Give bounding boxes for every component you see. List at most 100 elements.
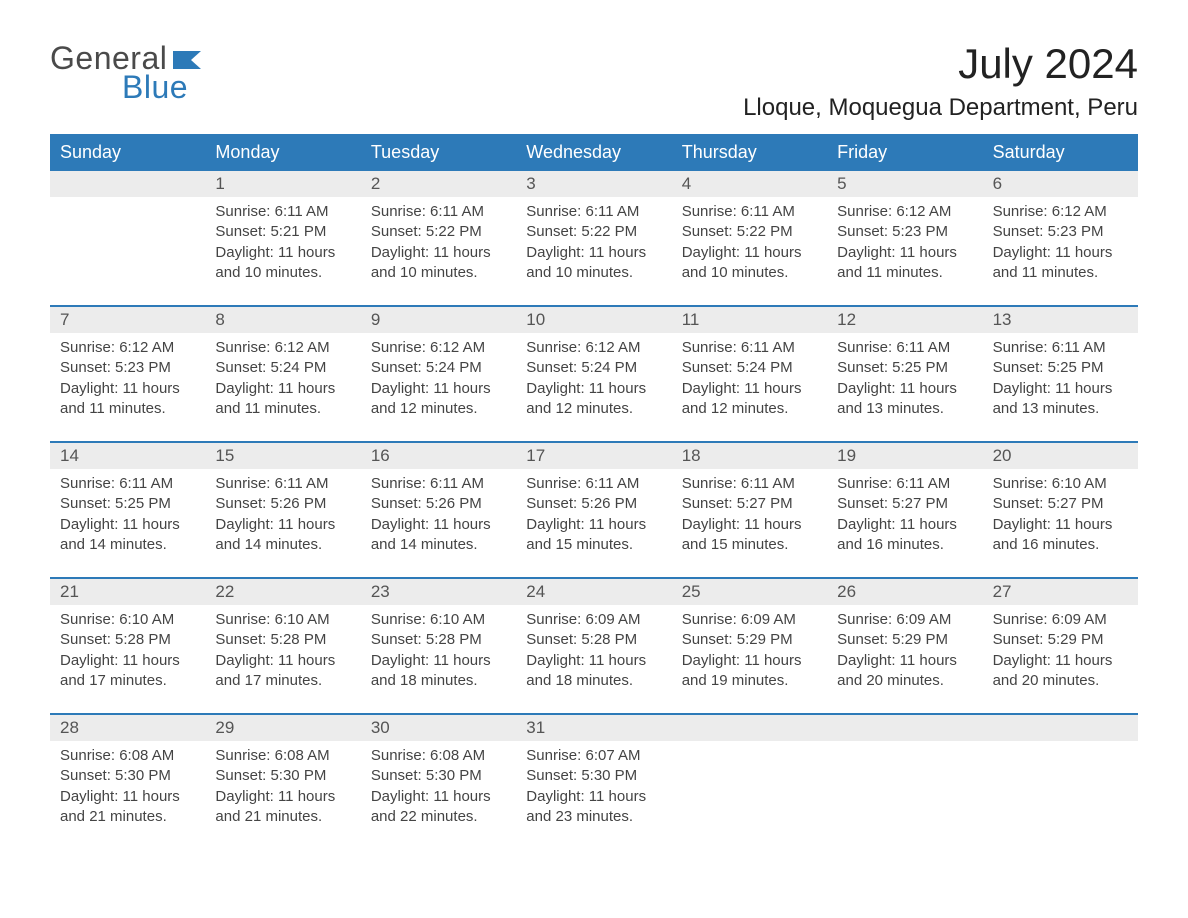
daynum-row: 10	[516, 307, 671, 333]
sunrise-text: Sunrise: 6:09 AM	[682, 610, 817, 630]
sunrise-text: Sunrise: 6:10 AM	[60, 610, 195, 630]
day-header-tue: Tuesday	[361, 134, 516, 171]
daylight-text: Daylight: 11 hours and 20 minutes.	[837, 651, 972, 692]
calendar-cell: 26Sunrise: 6:09 AMSunset: 5:29 PMDayligh…	[827, 579, 982, 713]
day-body: Sunrise: 6:11 AMSunset: 5:24 PMDaylight:…	[672, 333, 827, 441]
title-block: July 2024 Lloque, Moquegua Department, P…	[743, 40, 1138, 122]
daylight-text: Daylight: 11 hours and 18 minutes.	[371, 651, 506, 692]
calendar-cell: 4Sunrise: 6:11 AMSunset: 5:22 PMDaylight…	[672, 171, 827, 305]
day-body: Sunrise: 6:10 AMSunset: 5:28 PMDaylight:…	[50, 605, 205, 713]
location-text: Lloque, Moquegua Department, Peru	[743, 94, 1138, 122]
daylight-text: Daylight: 11 hours and 12 minutes.	[371, 379, 506, 420]
daynum-row: 2	[361, 171, 516, 197]
daynum-row: 23	[361, 579, 516, 605]
sunset-text: Sunset: 5:24 PM	[371, 358, 506, 378]
calendar-week: 1 Sunrise: 6:11 AMSunset: 5:21 PMDaylight…	[50, 171, 1138, 305]
sunrise-text: Sunrise: 6:12 AM	[526, 338, 661, 358]
day-body: Sunrise: 6:12 AMSunset: 5:23 PMDaylight:…	[983, 197, 1138, 305]
calendar-week: 21 Sunrise: 6:10 AMSunset: 5:28 PMDayligh…	[50, 577, 1138, 713]
day-body: Sunrise: 6:08 AMSunset: 5:30 PMDaylight:…	[361, 741, 516, 849]
day-number: 11	[682, 310, 700, 329]
day-body: Sunrise: 6:10 AMSunset: 5:28 PMDaylight:…	[361, 605, 516, 713]
calendar-cell: 27Sunrise: 6:09 AMSunset: 5:29 PMDayligh…	[983, 579, 1138, 713]
sunset-text: Sunset: 5:30 PM	[526, 766, 661, 786]
calendar-cell: 28Sunrise: 6:08 AMSunset: 5:30 PMDayligh…	[50, 715, 205, 849]
page-header: General Blue July 2024 Lloque, Moquegua …	[50, 40, 1138, 122]
day-number: 21	[60, 582, 79, 601]
day-body: Sunrise: 6:10 AMSunset: 5:28 PMDaylight:…	[205, 605, 360, 713]
day-number: 12	[837, 310, 856, 329]
logo-text-blue: Blue	[122, 69, 188, 106]
calendar-cell: 19Sunrise: 6:11 AMSunset: 5:27 PMDayligh…	[827, 443, 982, 577]
calendar-cell: 6Sunrise: 6:12 AMSunset: 5:23 PMDaylight…	[983, 171, 1138, 305]
day-body	[50, 197, 205, 224]
sunrise-text: Sunrise: 6:09 AM	[526, 610, 661, 630]
day-number: 20	[993, 446, 1012, 465]
sunset-text: Sunset: 5:24 PM	[682, 358, 817, 378]
daynum-row: 22	[205, 579, 360, 605]
day-body	[827, 741, 982, 768]
daylight-text: Daylight: 11 hours and 13 minutes.	[837, 379, 972, 420]
daynum-row: 31	[516, 715, 671, 741]
calendar-cell: 21 Sunrise: 6:10 AMSunset: 5:28 PMDayligh…	[50, 579, 205, 713]
daylight-text: Daylight: 11 hours and 11 minutes.	[215, 379, 350, 420]
day-body: Sunrise: 6:11 AMSunset: 5:26 PMDaylight:…	[516, 469, 671, 577]
sunrise-text: Sunrise: 6:11 AM	[682, 474, 817, 494]
calendar-cell: 24Sunrise: 6:09 AMSunset: 5:28 PMDayligh…	[516, 579, 671, 713]
daynum-row: 24	[516, 579, 671, 605]
day-body: Sunrise: 6:11 AMSunset: 5:27 PMDaylight:…	[827, 469, 982, 577]
sunrise-text: Sunrise: 6:11 AM	[60, 474, 195, 494]
day-number: 30	[371, 718, 390, 737]
calendar: Sunday Monday Tuesday Wednesday Thursday…	[50, 134, 1138, 849]
day-body: Sunrise: 6:11 AMSunset: 5:25 PMDaylight:…	[983, 333, 1138, 441]
daylight-text: Daylight: 11 hours and 11 minutes.	[837, 243, 972, 284]
day-number: 28	[60, 718, 79, 737]
sunrise-text: Sunrise: 6:07 AM	[526, 746, 661, 766]
sunset-text: Sunset: 5:24 PM	[526, 358, 661, 378]
month-title: July 2024	[743, 40, 1138, 88]
day-body	[672, 741, 827, 768]
sunrise-text: Sunrise: 6:11 AM	[371, 202, 506, 222]
daynum-row: 20	[983, 443, 1138, 469]
daylight-text: Daylight: 11 hours and 11 minutes.	[60, 379, 195, 420]
day-body: Sunrise: 6:08 AMSunset: 5:30 PMDaylight:…	[205, 741, 360, 849]
daynum-row: 3	[516, 171, 671, 197]
day-number: 16	[371, 446, 390, 465]
calendar-cell: 30 Sunrise: 6:08 AMSunset: 5:30 PMDayligh…	[361, 715, 516, 849]
calendar-cell: 29Sunrise: 6:08 AMSunset: 5:30 PMDayligh…	[205, 715, 360, 849]
daynum-row: 17	[516, 443, 671, 469]
calendar-cell: 18Sunrise: 6:11 AMSunset: 5:27 PMDayligh…	[672, 443, 827, 577]
day-body: Sunrise: 6:12 AMSunset: 5:23 PMDaylight:…	[827, 197, 982, 305]
sunset-text: Sunset: 5:25 PM	[837, 358, 972, 378]
daylight-text: Daylight: 11 hours and 15 minutes.	[526, 515, 661, 556]
daynum-row: 8	[205, 307, 360, 333]
day-body: Sunrise: 6:07 AMSunset: 5:30 PMDaylight:…	[516, 741, 671, 849]
sunrise-text: Sunrise: 6:11 AM	[682, 338, 817, 358]
calendar-cell: 25Sunrise: 6:09 AMSunset: 5:29 PMDayligh…	[672, 579, 827, 713]
daynum-row: 14	[50, 443, 205, 469]
calendar-cell: 7Sunrise: 6:12 AMSunset: 5:23 PMDaylight…	[50, 307, 205, 441]
day-number: 1	[215, 174, 224, 193]
day-body: Sunrise: 6:11 AMSunset: 5:21 PMDaylight:…	[205, 197, 360, 305]
day-body: Sunrise: 6:11 AMSunset: 5:25 PMDaylight:…	[50, 469, 205, 577]
day-number: 18	[682, 446, 701, 465]
daynum-row: 15	[205, 443, 360, 469]
daynum-row: 5	[827, 171, 982, 197]
daynum-row: 6	[983, 171, 1138, 197]
sunrise-text: Sunrise: 6:11 AM	[526, 202, 661, 222]
day-number: 31	[526, 718, 545, 737]
sunset-text: Sunset: 5:26 PM	[371, 494, 506, 514]
daylight-text: Daylight: 11 hours and 12 minutes.	[526, 379, 661, 420]
sunset-text: Sunset: 5:30 PM	[371, 766, 506, 786]
sunrise-text: Sunrise: 6:10 AM	[215, 610, 350, 630]
daynum-row: 16	[361, 443, 516, 469]
day-number: 10	[526, 310, 545, 329]
calendar-cell	[983, 715, 1138, 849]
daylight-text: Daylight: 11 hours and 16 minutes.	[837, 515, 972, 556]
day-number: 14	[60, 446, 79, 465]
sunset-text: Sunset: 5:29 PM	[993, 630, 1128, 650]
day-number: 17	[526, 446, 545, 465]
daynum-row	[983, 715, 1138, 741]
daynum-row: 30	[361, 715, 516, 741]
day-number: 22	[215, 582, 234, 601]
